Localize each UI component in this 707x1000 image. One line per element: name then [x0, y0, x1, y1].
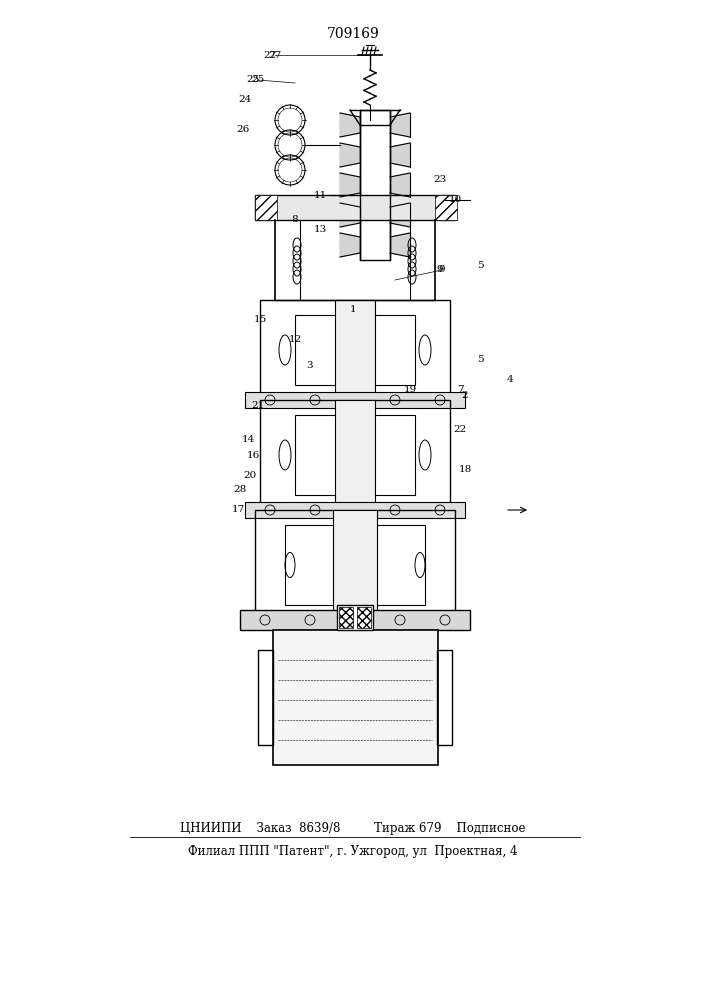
Polygon shape [340, 113, 360, 137]
Text: 12: 12 [288, 336, 302, 344]
Text: 25: 25 [252, 76, 264, 85]
Text: 709169: 709169 [327, 27, 380, 41]
Text: 9: 9 [437, 265, 443, 274]
Text: 25: 25 [246, 76, 259, 85]
Bar [295, 415, 415, 495]
Bar [255, 195, 455, 220]
Bar [335, 400, 375, 510]
Bar [285, 525, 425, 605]
Text: 5: 5 [477, 356, 484, 364]
Text: 1: 1 [350, 306, 356, 314]
Text: 28: 28 [233, 486, 247, 494]
Bar [357, 607, 371, 628]
Text: 22: 22 [453, 426, 467, 434]
Polygon shape [390, 233, 410, 257]
Polygon shape [340, 233, 360, 257]
Bar [240, 610, 470, 630]
Text: 4: 4 [507, 375, 513, 384]
Text: 3: 3 [307, 360, 313, 369]
Bar [360, 110, 390, 260]
Bar [435, 195, 457, 220]
Text: 20: 20 [243, 471, 257, 480]
Bar [255, 510, 455, 620]
Bar [295, 315, 415, 385]
Text: 17: 17 [231, 506, 245, 514]
Bar [245, 392, 465, 408]
Bar [273, 630, 438, 765]
Text: 21: 21 [252, 400, 264, 410]
Text: 9: 9 [438, 265, 445, 274]
Bar [258, 650, 273, 745]
Text: 5: 5 [477, 260, 484, 269]
Text: 7: 7 [457, 385, 463, 394]
Bar [245, 502, 465, 518]
Bar [339, 607, 353, 628]
Text: 23: 23 [433, 176, 447, 184]
Text: 10: 10 [448, 196, 462, 205]
Text: 2: 2 [462, 390, 468, 399]
Text: 19: 19 [404, 385, 416, 394]
Polygon shape [340, 143, 360, 167]
Bar [335, 300, 375, 400]
Bar [260, 300, 450, 400]
Polygon shape [390, 203, 410, 227]
Bar [333, 510, 377, 620]
Text: 16: 16 [246, 450, 259, 460]
Text: 27: 27 [269, 50, 281, 60]
Text: 13: 13 [313, 226, 327, 234]
Text: 24: 24 [238, 96, 252, 104]
Text: 27: 27 [264, 50, 276, 60]
Bar [260, 400, 450, 510]
Bar [337, 605, 373, 630]
Bar [437, 650, 452, 745]
Text: Филиал ППП "Патент", г. Ужгород, ул  Проектная, 4: Филиал ППП "Патент", г. Ужгород, ул Прое… [188, 845, 518, 858]
Text: 26: 26 [236, 125, 250, 134]
Bar [255, 195, 277, 220]
Polygon shape [390, 173, 410, 197]
Polygon shape [390, 143, 410, 167]
Text: ЦНИИПИ    Заказ  8639/8         Тираж 679    Подписное: ЦНИИПИ Заказ 8639/8 Тираж 679 Подписное [180, 822, 526, 835]
Text: 8: 8 [292, 216, 298, 225]
Text: 15: 15 [253, 316, 267, 324]
Polygon shape [390, 113, 410, 137]
Text: 11: 11 [313, 190, 327, 200]
Text: 18: 18 [458, 466, 472, 475]
Polygon shape [340, 203, 360, 227]
Text: 14: 14 [241, 436, 255, 444]
Polygon shape [340, 173, 360, 197]
